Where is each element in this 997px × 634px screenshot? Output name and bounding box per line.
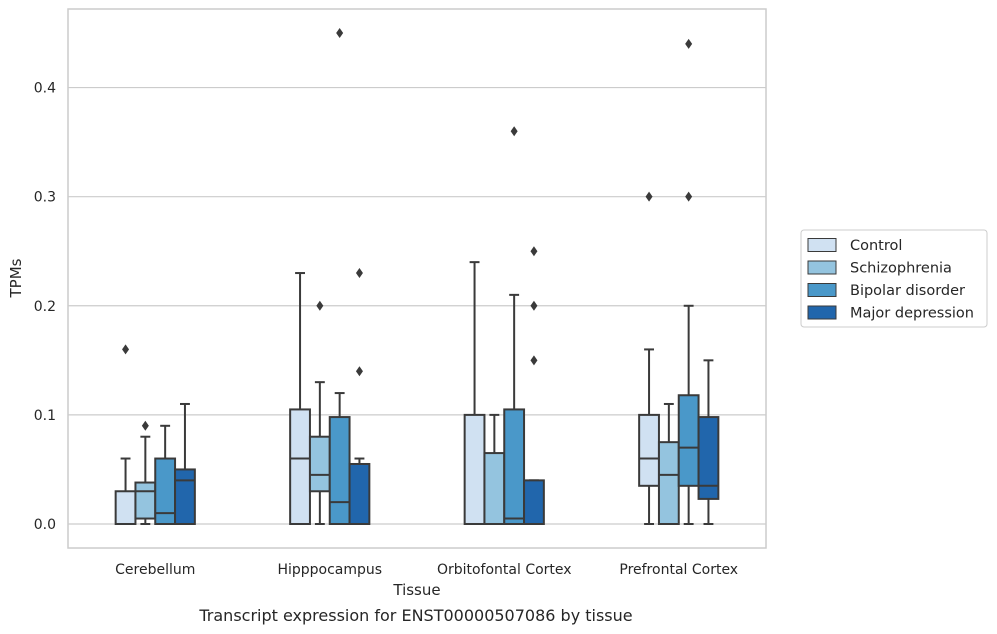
box-body [328, 416, 351, 525]
box-control [289, 272, 311, 525]
x-tick-label: Prefrontal Cortex [619, 562, 738, 578]
box-body [348, 462, 371, 525]
box-body [523, 479, 545, 525]
outlier-point [530, 355, 538, 366]
y-tick-label: 0.3 [34, 190, 56, 206]
legend-label: Major depression [850, 306, 974, 322]
outlier-point [316, 300, 324, 311]
x-axis-label: Tissue [392, 581, 440, 599]
box-bipolar-disorder [503, 126, 526, 525]
legend-label: Bipolar disorder [850, 283, 965, 299]
outlier-point [685, 191, 693, 202]
outlier-point [530, 300, 538, 311]
y-tick-label: 0.1 [34, 408, 56, 424]
outlier-point [355, 366, 363, 377]
box-body [677, 394, 700, 487]
box-bipolar-disorder [328, 28, 351, 525]
box-body [483, 452, 506, 525]
outlier-point [336, 28, 344, 39]
y-tick-label: 0.2 [34, 299, 56, 315]
outlier-point [685, 38, 693, 49]
legend-label: Schizophrenia [850, 261, 952, 277]
outlier-point [510, 126, 518, 137]
box-major-depression [697, 359, 720, 525]
x-tick-label: Hipppocampus [277, 562, 382, 578]
box-series [114, 28, 720, 525]
box-bipolar-disorder [154, 424, 177, 525]
legend-frame [800, 229, 988, 328]
box-body [289, 408, 311, 525]
legend-label: Control [850, 238, 902, 254]
outlier-point [141, 420, 149, 431]
box-body [114, 490, 137, 525]
box-body [638, 413, 660, 487]
box-schizophrenia [308, 300, 331, 525]
box-body [657, 441, 680, 525]
chart-caption: Transcript expression for ENST0000050708… [199, 606, 633, 625]
box-body [154, 457, 177, 525]
outlier-point [355, 268, 363, 279]
box-control [463, 261, 486, 525]
box-control [114, 344, 137, 525]
box-body [697, 416, 720, 500]
legend-swatch [807, 283, 837, 297]
outlier-point [122, 344, 130, 355]
box-body [174, 468, 196, 525]
outlier-point [645, 191, 653, 202]
box-body [503, 408, 526, 525]
box-schizophrenia [134, 420, 157, 525]
box-body [308, 435, 331, 493]
x-tick-label: Cerebellum [115, 562, 195, 578]
y-axis-label: TPMs [7, 258, 25, 298]
box-major-depression [174, 402, 196, 525]
y-tick-labels: 0.0 0.1 0.2 0.3 0.4 [34, 81, 56, 533]
plot-frame [67, 8, 767, 549]
box-body [134, 481, 157, 520]
legend-swatch [807, 305, 837, 320]
x-tick-labels: Cerebellum Hipppocampus Orbitofontal Corte… [115, 562, 738, 578]
outlier-point [530, 246, 538, 257]
box-body [463, 413, 486, 525]
y-tick-label: 0.0 [34, 517, 56, 533]
box-schizophrenia [657, 402, 680, 525]
box-schizophrenia [483, 413, 506, 525]
box-control [638, 191, 660, 525]
legend-swatch [807, 238, 837, 252]
box-major-depression [523, 246, 545, 525]
x-tick-label: Orbitofontal Cortex [437, 562, 572, 578]
y-tick-label: 0.4 [34, 81, 56, 97]
legend-swatch [807, 260, 837, 275]
box-major-depression [348, 268, 371, 525]
box-bipolar-disorder [677, 38, 700, 525]
legend: Control Schizophrenia Bipolar disorder Majo… [800, 229, 988, 328]
